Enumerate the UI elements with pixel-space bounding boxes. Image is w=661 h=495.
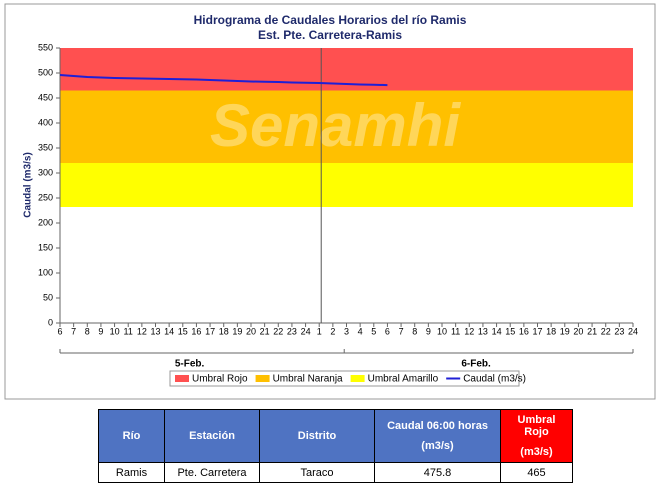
table-cell: Ramis [98,462,165,483]
x-tick-label: 10 [437,326,447,336]
legend-label: Caudal (m3/s) [463,374,526,385]
x-tick-label: 15 [178,326,188,336]
x-tick-label: 15 [505,326,515,336]
y-tick-label: 500 [38,67,53,77]
chart-title: Hidrograma de Caudales Horarios del río … [194,13,467,27]
x-tick-label: 23 [287,326,297,336]
header-text: Estación [189,430,235,442]
table-cell: Taraco [259,462,375,483]
legend-label: Umbral Naranja [273,374,343,385]
y-tick-label: 350 [38,142,53,152]
x-tick-label: 3 [344,326,349,336]
y-tick-label: 450 [38,92,53,102]
table-cell: 475.8 [374,462,501,483]
x-tick-label: 12 [137,326,147,336]
x-tick-label: 20 [573,326,583,336]
y-tick-label: 0 [48,317,53,327]
x-tick-label: 18 [219,326,229,336]
x-tick-label: 19 [560,326,570,336]
x-tick-label: 21 [587,326,597,336]
x-tick-label: 17 [205,326,215,336]
x-tick-label: 18 [546,326,556,336]
threshold-band [60,90,633,163]
x-tick-label: 6 [385,326,390,336]
chart-border [4,3,656,400]
legend-label: Umbral Amarillo [368,374,439,385]
x-tick-label: 21 [260,326,270,336]
x-tick-label: 20 [246,326,256,336]
legend-swatch [175,375,189,382]
x-tick-label: 9 [98,326,103,336]
x-tick-label: 2 [330,326,335,336]
table-header: Umbral Rojo (m3/s) [500,409,573,463]
x-tick-label: 13 [150,326,160,336]
y-tick-label: 100 [38,267,53,277]
watermark: Senamhi [210,92,461,159]
y-axis-label: Caudal (m3/s) [23,152,34,218]
x-tick-label: 16 [519,326,529,336]
x-tick-label: 16 [191,326,201,336]
threshold-band [60,163,633,207]
x-tick-label: 11 [451,326,460,336]
x-tick-label: 19 [232,326,242,336]
x-tick-label: 14 [164,326,174,336]
x-tick-label: 10 [110,326,120,336]
legend: Umbral Rojo Umbral Naranja Umbral Amarillo… [169,370,526,387]
day-label: 5-Feb. [175,359,205,370]
x-tick-label: 4 [358,326,363,336]
day-label: 6-Feb. [461,359,491,370]
table-header: Río [98,409,165,463]
x-tick-label: 17 [532,326,542,336]
table-header: Estación [164,409,260,463]
x-tick-label: 1 [317,326,322,336]
x-tick-label: 8 [85,326,90,336]
y-tick-label: 50 [43,292,53,302]
x-tick-label: 22 [601,326,611,336]
data-table: Río Estación Distrito Caudal 06:00 horas (m3… [98,409,573,483]
legend-box [169,370,520,387]
data-line [59,74,388,87]
x-tick-label: 23 [614,326,624,336]
legend-swatch [255,375,270,382]
x-tick-label: 13 [478,326,488,336]
x-tick-label: 24 [628,326,638,336]
y-tick-label: 150 [38,242,53,252]
table-cell: 465 [500,462,573,483]
y-tick-label: 400 [38,117,53,127]
x-tick-label: 11 [124,326,133,336]
table-header: Caudal 06:00 horas (m3/s) [374,409,501,463]
legend-swatch [350,375,365,382]
chart: Hidrograma de Caudales Horarios del río … [4,3,656,400]
chart-subtitle: Est. Pte. Carretera-Ramis [258,28,402,42]
legend-label: Umbral Rojo [192,374,248,385]
x-tick-label: 6 [57,326,62,336]
y-tick-label: 200 [38,217,53,227]
y-tick-label: 250 [38,192,53,202]
x-tick-label: 7 [71,326,76,336]
x-tick-label: 14 [492,326,502,336]
header-text: (m3/s) [520,446,553,458]
header-text: Caudal 06:00 horas [387,420,488,432]
y-tick-label: 550 [38,42,53,52]
header-text: Río [122,430,141,442]
x-tick-label: 9 [426,326,431,336]
x-tick-label: 12 [464,326,474,336]
x-tick-label: 8 [412,326,417,336]
table-header: Distrito [259,409,375,463]
x-tick-label: 7 [399,326,404,336]
header-text: Distrito [297,430,337,442]
y-tick-label: 300 [38,167,53,177]
x-tick-label: 22 [273,326,283,336]
header-text: Umbral Rojo [517,414,556,438]
table-cell: Pte. Carretera [164,462,260,483]
x-tick-label: 24 [301,326,311,336]
header-text: (m3/s) [421,440,454,452]
x-tick-label: 5 [371,326,376,336]
